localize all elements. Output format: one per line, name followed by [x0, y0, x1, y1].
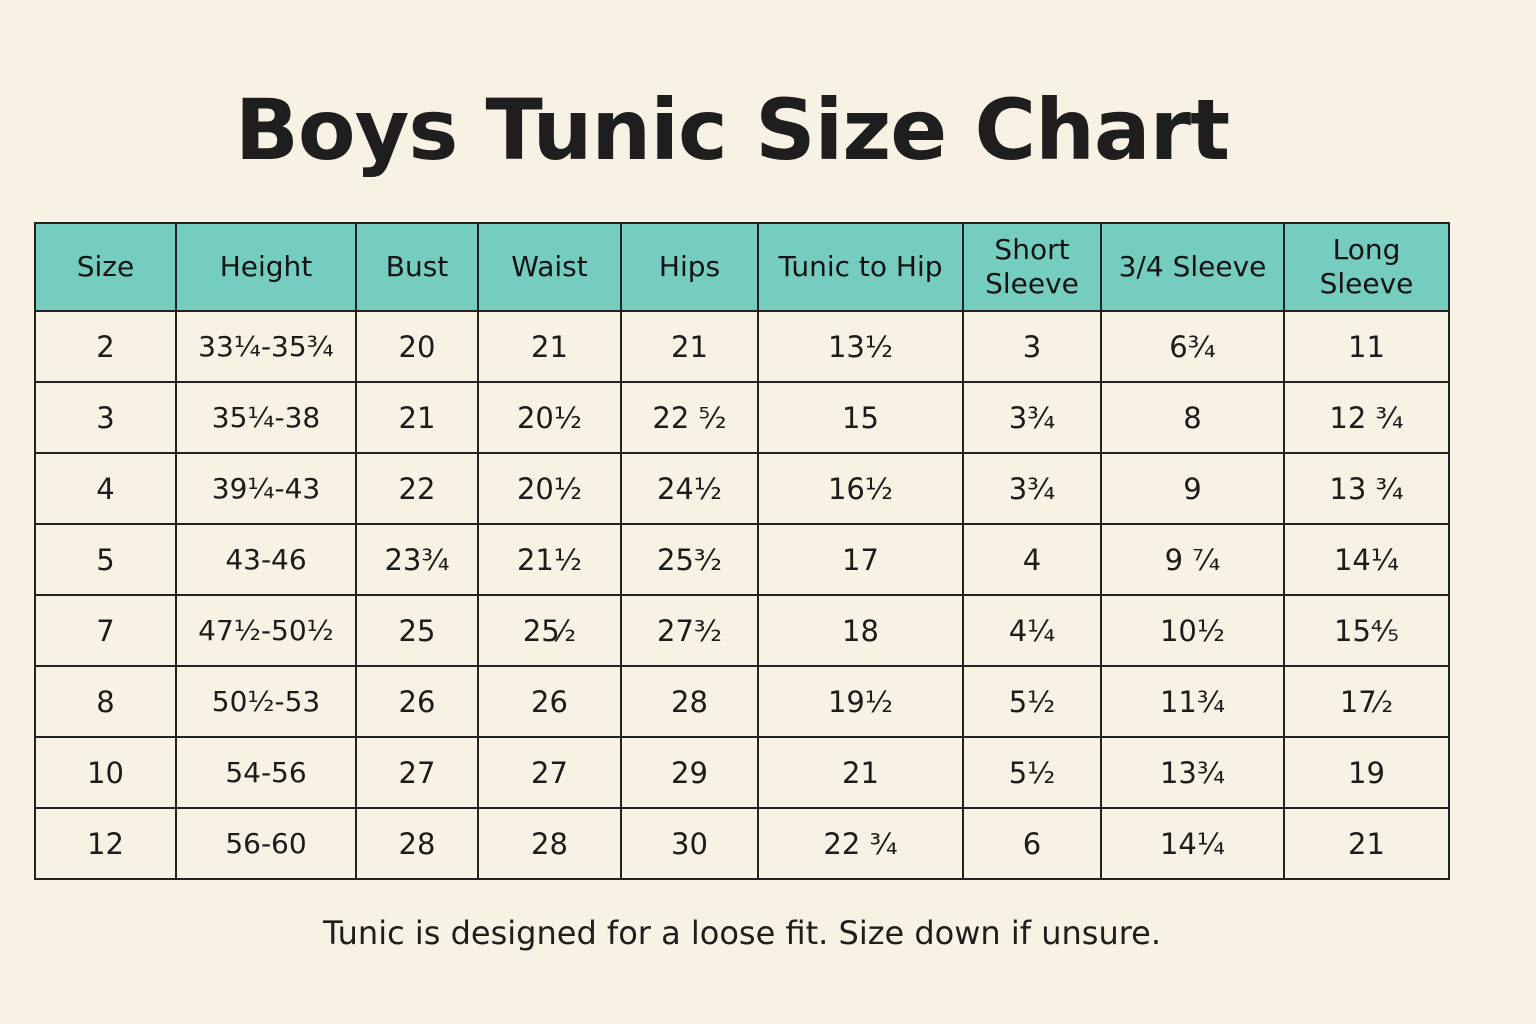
cell-hips: 25³⁄₂ — [620, 523, 759, 596]
header-row: Size Height Bust Waist Hips Tunic to Hip… — [34, 222, 1450, 312]
table-body: 2 33¼-35¾ 20 21 21 13½ 3 6¾ 11 3 35¼-38 … — [34, 310, 1450, 880]
cell-size: 5 — [34, 523, 177, 596]
cell-hips: 28 — [620, 665, 759, 738]
cell-hips: 27³⁄₂ — [620, 594, 759, 667]
table-row: 12 56-60 28 28 30 22 ³⁄₄ 6 14¼ 21 — [34, 807, 1450, 880]
header-waist: Waist — [477, 222, 622, 312]
cell-long-sleeve: 21 — [1283, 807, 1450, 880]
cell-hips: 29 — [620, 736, 759, 809]
cell-long-sleeve: 12 ³⁄₄ — [1283, 381, 1450, 454]
size-chart-table: Size Height Bust Waist Hips Tunic to Hip… — [34, 222, 1450, 880]
table-row: 7 47½-50½ 25 25⁄₂ 27³⁄₂ 18 4¼ 10½ 15⁴⁄₅ — [34, 594, 1450, 667]
cell-tunic-to-hip: 16½ — [757, 452, 964, 525]
cell-waist: 21 — [477, 310, 622, 383]
cell-long-sleeve: 14¼ — [1283, 523, 1450, 596]
cell-short-sleeve: 4¼ — [962, 594, 1102, 667]
header-bust: Bust — [355, 222, 479, 312]
header-height: Height — [175, 222, 357, 312]
header-three-quarter-sleeve: 3/4 Sleeve — [1100, 222, 1285, 312]
cell-tunic-to-hip: 19½ — [757, 665, 964, 738]
header-long-sleeve: Long Sleeve — [1283, 222, 1450, 312]
table-header: Size Height Bust Waist Hips Tunic to Hip… — [34, 222, 1450, 312]
cell-long-sleeve: 15⁴⁄₅ — [1283, 594, 1450, 667]
cell-bust: 20 — [355, 310, 479, 383]
cell-long-sleeve: 17⁄₂ — [1283, 665, 1450, 738]
cell-tunic-to-hip: 13½ — [757, 310, 964, 383]
cell-height: 50½-53 — [175, 665, 357, 738]
cell-waist: 26 — [477, 665, 622, 738]
cell-size: 4 — [34, 452, 177, 525]
cell-short-sleeve: 3¾ — [962, 452, 1102, 525]
table-row: 10 54-56 27 27 29 21 5½ 13¾ 19 — [34, 736, 1450, 809]
cell-three-quarter-sleeve: 9 — [1100, 452, 1285, 525]
table-row: 4 39¼-43 22 20½ 24½ 16½ 3¾ 9 13 ³⁄₄ — [34, 452, 1450, 525]
cell-bust: 22 — [355, 452, 479, 525]
table-row: 3 35¼-38 21 20½ 22 ⁵⁄₂ 15 3¾ 8 12 ³⁄₄ — [34, 381, 1450, 454]
cell-hips: 21 — [620, 310, 759, 383]
cell-long-sleeve: 19 — [1283, 736, 1450, 809]
cell-short-sleeve: 5½ — [962, 665, 1102, 738]
cell-bust: 25 — [355, 594, 479, 667]
table-row: 5 43-46 23¾ 21½ 25³⁄₂ 17 4 9 ⁷⁄₄ 14¼ — [34, 523, 1450, 596]
cell-short-sleeve: 4 — [962, 523, 1102, 596]
cell-height: 56-60 — [175, 807, 357, 880]
footnote: Tunic is designed for a loose fit. Size … — [322, 914, 1162, 952]
header-tunic-to-hip: Tunic to Hip — [757, 222, 964, 312]
cell-size: 12 — [34, 807, 177, 880]
table-row: 2 33¼-35¾ 20 21 21 13½ 3 6¾ 11 — [34, 310, 1450, 383]
cell-tunic-to-hip: 21 — [757, 736, 964, 809]
cell-short-sleeve: 3¾ — [962, 381, 1102, 454]
cell-waist: 20½ — [477, 381, 622, 454]
cell-bust: 27 — [355, 736, 479, 809]
cell-long-sleeve: 11 — [1283, 310, 1450, 383]
cell-bust: 28 — [355, 807, 479, 880]
cell-waist: 25⁄₂ — [477, 594, 622, 667]
cell-size: 2 — [34, 310, 177, 383]
cell-short-sleeve: 6 — [962, 807, 1102, 880]
cell-three-quarter-sleeve: 9 ⁷⁄₄ — [1100, 523, 1285, 596]
cell-height: 47½-50½ — [175, 594, 357, 667]
cell-height: 54-56 — [175, 736, 357, 809]
cell-height: 39¼-43 — [175, 452, 357, 525]
cell-three-quarter-sleeve: 13¾ — [1100, 736, 1285, 809]
cell-short-sleeve: 3 — [962, 310, 1102, 383]
cell-waist: 27 — [477, 736, 622, 809]
cell-waist: 20½ — [477, 452, 622, 525]
cell-long-sleeve: 13 ³⁄₄ — [1283, 452, 1450, 525]
table-row: 8 50½-53 26 26 28 19½ 5½ 11¾ 17⁄₂ — [34, 665, 1450, 738]
cell-hips: 22 ⁵⁄₂ — [620, 381, 759, 454]
page-title: Boys Tunic Size Chart — [234, 81, 1230, 179]
header-short-sleeve: Short Sleeve — [962, 222, 1102, 312]
header-size: Size — [34, 222, 177, 312]
cell-hips: 24½ — [620, 452, 759, 525]
cell-tunic-to-hip: 22 ³⁄₄ — [757, 807, 964, 880]
cell-size: 8 — [34, 665, 177, 738]
cell-three-quarter-sleeve: 8 — [1100, 381, 1285, 454]
cell-hips: 30 — [620, 807, 759, 880]
cell-three-quarter-sleeve: 14¼ — [1100, 807, 1285, 880]
cell-three-quarter-sleeve: 11¾ — [1100, 665, 1285, 738]
cell-size: 7 — [34, 594, 177, 667]
header-hips: Hips — [620, 222, 759, 312]
cell-tunic-to-hip: 17 — [757, 523, 964, 596]
cell-tunic-to-hip: 18 — [757, 594, 964, 667]
cell-three-quarter-sleeve: 6¾ — [1100, 310, 1285, 383]
cell-height: 35¼-38 — [175, 381, 357, 454]
cell-bust: 26 — [355, 665, 479, 738]
cell-waist: 28 — [477, 807, 622, 880]
cell-waist: 21½ — [477, 523, 622, 596]
cell-bust: 21 — [355, 381, 479, 454]
cell-size: 3 — [34, 381, 177, 454]
cell-three-quarter-sleeve: 10½ — [1100, 594, 1285, 667]
cell-tunic-to-hip: 15 — [757, 381, 964, 454]
cell-height: 33¼-35¾ — [175, 310, 357, 383]
cell-height: 43-46 — [175, 523, 357, 596]
cell-size: 10 — [34, 736, 177, 809]
cell-bust: 23¾ — [355, 523, 479, 596]
cell-short-sleeve: 5½ — [962, 736, 1102, 809]
